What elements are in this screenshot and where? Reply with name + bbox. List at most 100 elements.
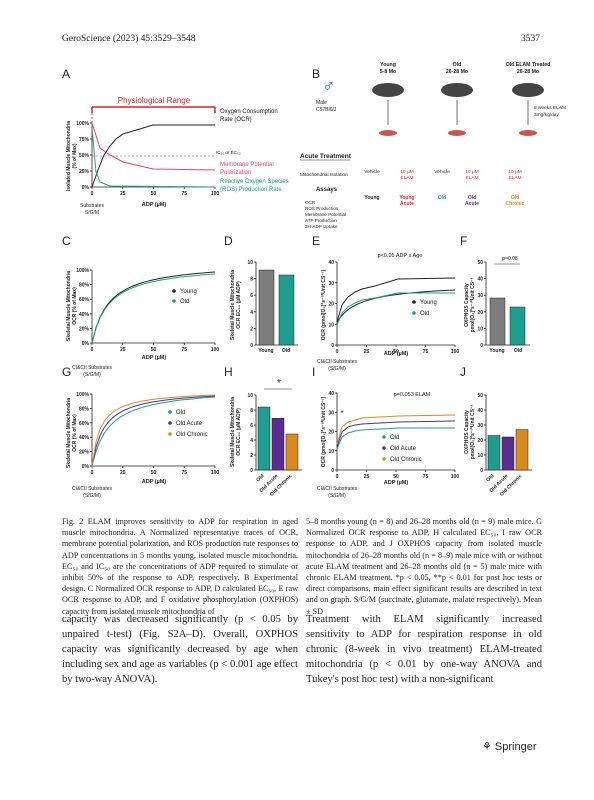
- fig-text: Young: [258, 348, 273, 354]
- fig-text: p=0.053 ELAM: [394, 392, 431, 398]
- bar: [278, 274, 295, 346]
- fig-text: 26-28 Mo: [446, 69, 468, 75]
- body-left: capacity was decreased significantly (p …: [62, 614, 298, 685]
- legend-item: Young: [180, 289, 197, 295]
- x-tick-label: 100: [211, 191, 220, 197]
- fig-text: Old Chronic: [390, 457, 422, 463]
- fig-text: ADP (µM): [142, 355, 167, 361]
- y-tick-label: 40%: [79, 435, 90, 441]
- x-tick-label: 25: [120, 470, 126, 476]
- legend-marker: [382, 446, 386, 450]
- fig-text: Male: [316, 100, 327, 106]
- x-tick-label: 100: [451, 474, 460, 480]
- curve: [91, 395, 216, 467]
- fig-text: Membrane Potential: [305, 212, 346, 217]
- journal: GeroScience (2023) 45:3529–3548: [62, 34, 196, 44]
- fig-text: S/G/M: [85, 210, 99, 216]
- y-tick-label: 100%: [76, 268, 89, 274]
- y-tick-label: 0%: [82, 341, 90, 347]
- x-tick-label: 0: [91, 470, 94, 476]
- x-tick-label: 50: [393, 474, 399, 480]
- fig-text: 3H-ADP Uptake: [305, 224, 338, 229]
- y-tick-label: 20: [328, 302, 334, 308]
- y-tick-label: 100%: [76, 121, 89, 127]
- y-tick-label: 10: [247, 260, 253, 266]
- x-tick-label: 100: [211, 347, 220, 353]
- fig-text: CI&CII Substrates: [72, 486, 113, 492]
- fig-text: Old: [468, 195, 476, 201]
- y-tick-label: 0: [250, 468, 253, 474]
- y-label: Skeletal Muscle Mitochondria: [230, 397, 236, 467]
- y-tick-label: 6: [250, 293, 253, 299]
- curve: [336, 420, 456, 448]
- curve: [336, 427, 455, 450]
- y-tick-label: 100%: [76, 392, 89, 398]
- fig-text: Old: [255, 473, 265, 483]
- curve: [336, 292, 455, 326]
- y-tick-label: 20: [477, 438, 483, 444]
- y-tick-label: 60%: [79, 297, 90, 303]
- y-tick-label: 10: [477, 453, 483, 459]
- bar: [515, 429, 529, 471]
- fig-text: 5-8 Mo: [380, 69, 396, 75]
- y-tick-label: 10: [328, 322, 334, 328]
- y-tick-label: 60%: [79, 421, 90, 427]
- y-label: Skeletal Muscle Mitochondria: [66, 271, 72, 341]
- fig-text: 3mg/kg/day: [534, 112, 559, 118]
- panel-label: B: [312, 67, 320, 81]
- body-right: Treatment with ELAM significantly increa…: [306, 614, 542, 685]
- curve: [91, 122, 216, 171]
- fig-text: Old: [282, 348, 290, 354]
- legend-marker: [412, 311, 416, 315]
- fig-text: Acute: [400, 201, 414, 207]
- muscle: [519, 130, 537, 136]
- publisher-name: Springer: [494, 741, 537, 753]
- curve: [91, 127, 216, 188]
- x-label: ADP (µM): [142, 202, 167, 208]
- bar: [501, 436, 515, 471]
- x-tick-label: 25: [120, 191, 126, 197]
- panel-label: J: [460, 365, 466, 379]
- y-tick-label: 10: [477, 326, 483, 332]
- y-tick-label: 40: [328, 260, 334, 266]
- fig-text: Old: [390, 435, 399, 441]
- y-tick-label: 4: [250, 310, 253, 316]
- bar: [257, 406, 271, 471]
- x-tick-label: 25: [364, 474, 370, 480]
- y-tick-label: 75%: [79, 137, 90, 143]
- legend-marker: [172, 289, 176, 293]
- y-tick-label: 25%: [79, 169, 90, 175]
- panel-label: A: [62, 67, 70, 81]
- muscle: [448, 130, 466, 136]
- y-tick-label: 0%: [82, 185, 90, 191]
- legend-item: Polarization: [220, 170, 251, 176]
- legend-item: (ROS) Production Rate: [220, 187, 282, 193]
- fig-text: IC₅₀ or EC₅₀: [216, 150, 241, 155]
- x-tick-label: 25: [364, 349, 370, 355]
- bar: [489, 297, 506, 346]
- x-tick-label: 75: [181, 470, 187, 476]
- x-tick-label: 75: [423, 474, 429, 480]
- fig-text: Old: [514, 348, 522, 354]
- y-label: OCR EC₅₀ (µM ADP): [236, 281, 242, 329]
- fig-text: Old Acute: [176, 421, 203, 427]
- x-tick-label: 100: [211, 470, 220, 476]
- fig-text: OCR: [305, 200, 316, 205]
- y-tick-label: 10: [247, 393, 253, 399]
- fig-text: Young: [489, 348, 504, 354]
- fig-text: Old: [485, 473, 495, 483]
- publisher: ⚘ Springer: [482, 741, 537, 753]
- y-tick-label: 40: [328, 391, 334, 397]
- y-label: OCR (% of Max): [72, 287, 78, 325]
- fig-text: Young: [364, 195, 379, 201]
- fig-text: CI&CII Substrates: [317, 486, 358, 492]
- y-label: Isolated Muscle Mitochondria: [66, 121, 72, 191]
- y-label: OXPHOS Capacity: [464, 283, 470, 327]
- panel-label: G: [62, 365, 71, 379]
- fig-text: (S/G/M): [328, 366, 346, 372]
- y-tick-label: 50: [477, 393, 483, 399]
- fig-text: ♂: [322, 76, 336, 96]
- y-tick-label: 20%: [79, 326, 90, 332]
- x-tick-label: 50: [151, 191, 157, 197]
- y-tick-label: 0: [480, 468, 483, 474]
